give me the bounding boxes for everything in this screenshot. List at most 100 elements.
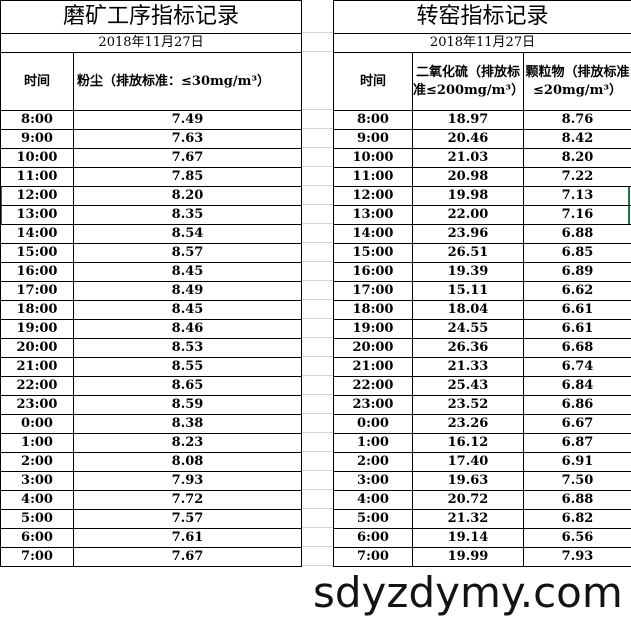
so2-cell[interactable]: 20.98 [413, 168, 524, 187]
so2-cell[interactable]: 19.14 [413, 529, 524, 548]
particulate-cell[interactable]: 7.50 [524, 472, 631, 491]
time-cell[interactable]: 19:00 [334, 320, 413, 339]
time-cell[interactable]: 5:00 [1, 510, 74, 529]
particulate-cell[interactable]: 8.42 [524, 130, 631, 149]
so2-cell[interactable]: 21.03 [413, 149, 524, 168]
time-cell[interactable]: 22:00 [334, 377, 413, 396]
dust-cell[interactable]: 8.38 [74, 415, 302, 434]
time-cell[interactable]: 20:00 [334, 339, 413, 358]
so2-cell[interactable]: 16.12 [413, 434, 524, 453]
dust-cell[interactable]: 8.20 [74, 187, 302, 206]
so2-cell[interactable]: 19.63 [413, 472, 524, 491]
time-cell[interactable]: 10:00 [1, 149, 74, 168]
dust-cell[interactable]: 7.85 [74, 168, 302, 187]
time-cell[interactable]: 1:00 [1, 434, 74, 453]
time-cell[interactable]: 5:00 [334, 510, 413, 529]
dust-cell[interactable]: 7.67 [74, 149, 302, 168]
particulate-cell[interactable]: 7.22 [524, 168, 631, 187]
time-cell[interactable]: 18:00 [1, 301, 74, 320]
dust-cell[interactable]: 8.35 [74, 206, 302, 225]
time-cell[interactable]: 6:00 [334, 529, 413, 548]
particulate-cell[interactable]: 6.89 [524, 263, 631, 282]
time-cell[interactable]: 18:00 [334, 301, 413, 320]
particulate-cell[interactable]: 6.82 [524, 510, 631, 529]
so2-cell[interactable]: 24.55 [413, 320, 524, 339]
dust-cell[interactable]: 8.23 [74, 434, 302, 453]
time-cell[interactable]: 19:00 [1, 320, 74, 339]
time-cell[interactable]: 14:00 [334, 225, 413, 244]
time-cell[interactable]: 4:00 [1, 491, 74, 510]
particulate-cell[interactable]: 6.74 [524, 358, 631, 377]
so2-cell[interactable]: 19.98 [413, 187, 524, 206]
so2-cell[interactable]: 20.72 [413, 491, 524, 510]
time-cell[interactable]: 15:00 [1, 244, 74, 263]
so2-cell[interactable]: 18.04 [413, 301, 524, 320]
particulate-cell[interactable]: 6.68 [524, 339, 631, 358]
particulate-cell[interactable]: 8.20 [524, 149, 631, 168]
time-cell[interactable]: 22:00 [1, 377, 74, 396]
time-cell[interactable]: 17:00 [334, 282, 413, 301]
time-cell[interactable]: 0:00 [1, 415, 74, 434]
so2-cell[interactable]: 26.51 [413, 244, 524, 263]
time-cell[interactable]: 20:00 [1, 339, 74, 358]
time-cell[interactable]: 0:00 [334, 415, 413, 434]
time-cell[interactable]: 9:00 [1, 130, 74, 149]
time-cell[interactable]: 11:00 [334, 168, 413, 187]
time-cell[interactable]: 23:00 [334, 396, 413, 415]
so2-cell[interactable]: 15.11 [413, 282, 524, 301]
time-cell[interactable]: 15:00 [334, 244, 413, 263]
so2-cell[interactable]: 23.52 [413, 396, 524, 415]
particulate-cell[interactable]: 6.88 [524, 491, 631, 510]
particulate-cell[interactable]: 7.16 [524, 206, 631, 225]
so2-cell[interactable]: 18.97 [413, 111, 524, 130]
time-cell[interactable]: 21:00 [334, 358, 413, 377]
particulate-cell[interactable]: 6.56 [524, 529, 631, 548]
dust-cell[interactable]: 8.65 [74, 377, 302, 396]
particulate-cell[interactable]: 6.86 [524, 396, 631, 415]
time-cell[interactable]: 16:00 [334, 263, 413, 282]
dust-cell[interactable]: 8.45 [74, 263, 302, 282]
time-cell[interactable]: 14:00 [1, 225, 74, 244]
so2-cell[interactable]: 20.46 [413, 130, 524, 149]
time-cell[interactable]: 16:00 [1, 263, 74, 282]
dust-cell[interactable]: 7.49 [74, 111, 302, 130]
time-cell[interactable]: 21:00 [1, 358, 74, 377]
dust-cell[interactable]: 8.08 [74, 453, 302, 472]
particulate-cell[interactable]: 6.84 [524, 377, 631, 396]
time-cell[interactable]: 13:00 [334, 206, 413, 225]
dust-cell[interactable]: 7.93 [74, 472, 302, 491]
so2-cell[interactable]: 21.32 [413, 510, 524, 529]
particulate-cell[interactable]: 6.85 [524, 244, 631, 263]
dust-cell[interactable]: 8.49 [74, 282, 302, 301]
particulate-cell[interactable]: 7.93 [524, 548, 631, 567]
time-cell[interactable]: 13:00 [1, 206, 74, 225]
so2-cell[interactable]: 17.40 [413, 453, 524, 472]
time-cell[interactable]: 3:00 [1, 472, 74, 491]
time-cell[interactable]: 7:00 [1, 548, 74, 567]
time-cell[interactable]: 12:00 [1, 187, 74, 206]
dust-cell[interactable]: 8.54 [74, 225, 302, 244]
dust-cell[interactable]: 7.67 [74, 548, 302, 567]
time-cell[interactable]: 12:00 [334, 187, 413, 206]
dust-cell[interactable]: 8.55 [74, 358, 302, 377]
so2-cell[interactable]: 23.96 [413, 225, 524, 244]
particulate-cell[interactable]: 6.61 [524, 301, 631, 320]
so2-cell[interactable]: 23.26 [413, 415, 524, 434]
time-cell[interactable]: 8:00 [334, 111, 413, 130]
dust-cell[interactable]: 7.61 [74, 529, 302, 548]
particulate-cell[interactable]: 7.13 [524, 187, 631, 206]
so2-cell[interactable]: 22.00 [413, 206, 524, 225]
dust-cell[interactable]: 7.63 [74, 130, 302, 149]
dust-cell[interactable]: 8.53 [74, 339, 302, 358]
time-cell[interactable]: 8:00 [1, 111, 74, 130]
time-cell[interactable]: 1:00 [334, 434, 413, 453]
particulate-cell[interactable]: 6.88 [524, 225, 631, 244]
dust-cell[interactable]: 8.45 [74, 301, 302, 320]
so2-cell[interactable]: 26.36 [413, 339, 524, 358]
dust-cell[interactable]: 7.72 [74, 491, 302, 510]
time-cell[interactable]: 3:00 [334, 472, 413, 491]
particulate-cell[interactable]: 6.91 [524, 453, 631, 472]
so2-cell[interactable]: 19.99 [413, 548, 524, 567]
time-cell[interactable]: 11:00 [1, 168, 74, 187]
particulate-cell[interactable]: 6.61 [524, 320, 631, 339]
